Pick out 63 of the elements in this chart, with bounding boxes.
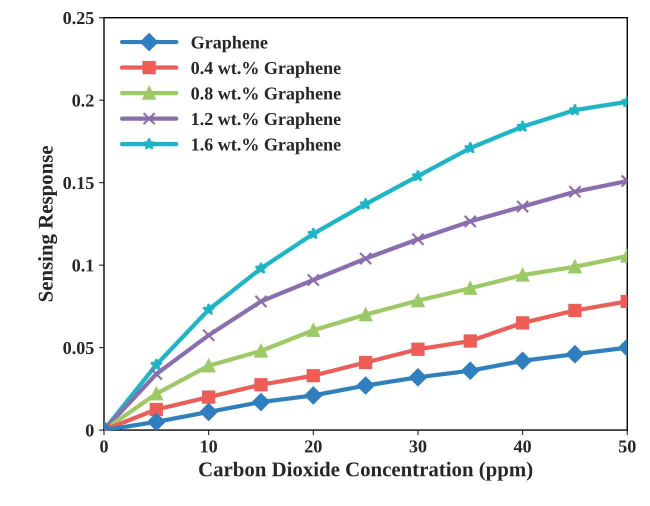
legend-label: 0.4 wt.% Graphene (191, 61, 341, 78)
point (464, 141, 477, 154)
x-tick-label: 50 (618, 440, 636, 453)
y-tick-label: 0.2 (72, 94, 94, 107)
point (359, 198, 372, 210)
point (202, 390, 216, 404)
point (464, 214, 477, 228)
point (568, 304, 582, 318)
y-axis-title: Sensing Response (38, 146, 58, 302)
point (200, 403, 218, 421)
point (147, 412, 166, 430)
point (411, 232, 425, 246)
point (516, 268, 530, 282)
point (359, 252, 372, 266)
x-tick-label: 30 (410, 440, 426, 453)
point (566, 345, 584, 364)
x-axis-title: Carbon Dioxide Concentration (ppm) (199, 462, 532, 481)
y-tick-label: 0 (86, 424, 94, 437)
point (359, 356, 372, 370)
point (254, 344, 268, 358)
y-tick-label: 0.15 (63, 176, 94, 190)
point (254, 294, 268, 308)
point (411, 294, 425, 308)
point (568, 260, 582, 274)
point (464, 334, 477, 348)
legend-label: 1.6 wt.% Graphene (192, 138, 341, 154)
point (568, 103, 582, 116)
x-tick-label: 40 (514, 440, 531, 453)
point (306, 273, 320, 287)
y-tick-label: 0.1 (72, 259, 94, 272)
point (516, 316, 530, 330)
point (568, 185, 582, 198)
point (409, 368, 427, 386)
x-tick-label: 0 (100, 440, 108, 453)
point (150, 367, 163, 381)
point (412, 169, 424, 182)
point (202, 303, 215, 316)
point (150, 402, 163, 416)
y-tick-label: 0.05 (63, 342, 94, 354)
point (254, 378, 268, 392)
point (514, 352, 532, 370)
point (304, 386, 322, 404)
point (464, 282, 477, 295)
point (306, 227, 320, 240)
point (202, 328, 216, 342)
point (411, 342, 425, 356)
x-tick-label: 10 (201, 440, 217, 453)
point (359, 308, 372, 322)
legend-label: Graphene (192, 36, 268, 52)
point (202, 359, 216, 372)
point (150, 358, 163, 370)
point (356, 376, 375, 394)
point (516, 200, 530, 214)
point (252, 393, 270, 411)
point (306, 369, 320, 382)
point (461, 362, 480, 380)
legend-label: 1.2 wt.% Graphene (192, 112, 341, 129)
x-tick-label: 20 (305, 440, 322, 453)
point (306, 324, 320, 337)
y-tick-label: 0.25 (63, 12, 94, 24)
legend-label: 0.8 wt.% Graphene (191, 86, 341, 104)
point (150, 387, 163, 400)
point (254, 262, 268, 274)
